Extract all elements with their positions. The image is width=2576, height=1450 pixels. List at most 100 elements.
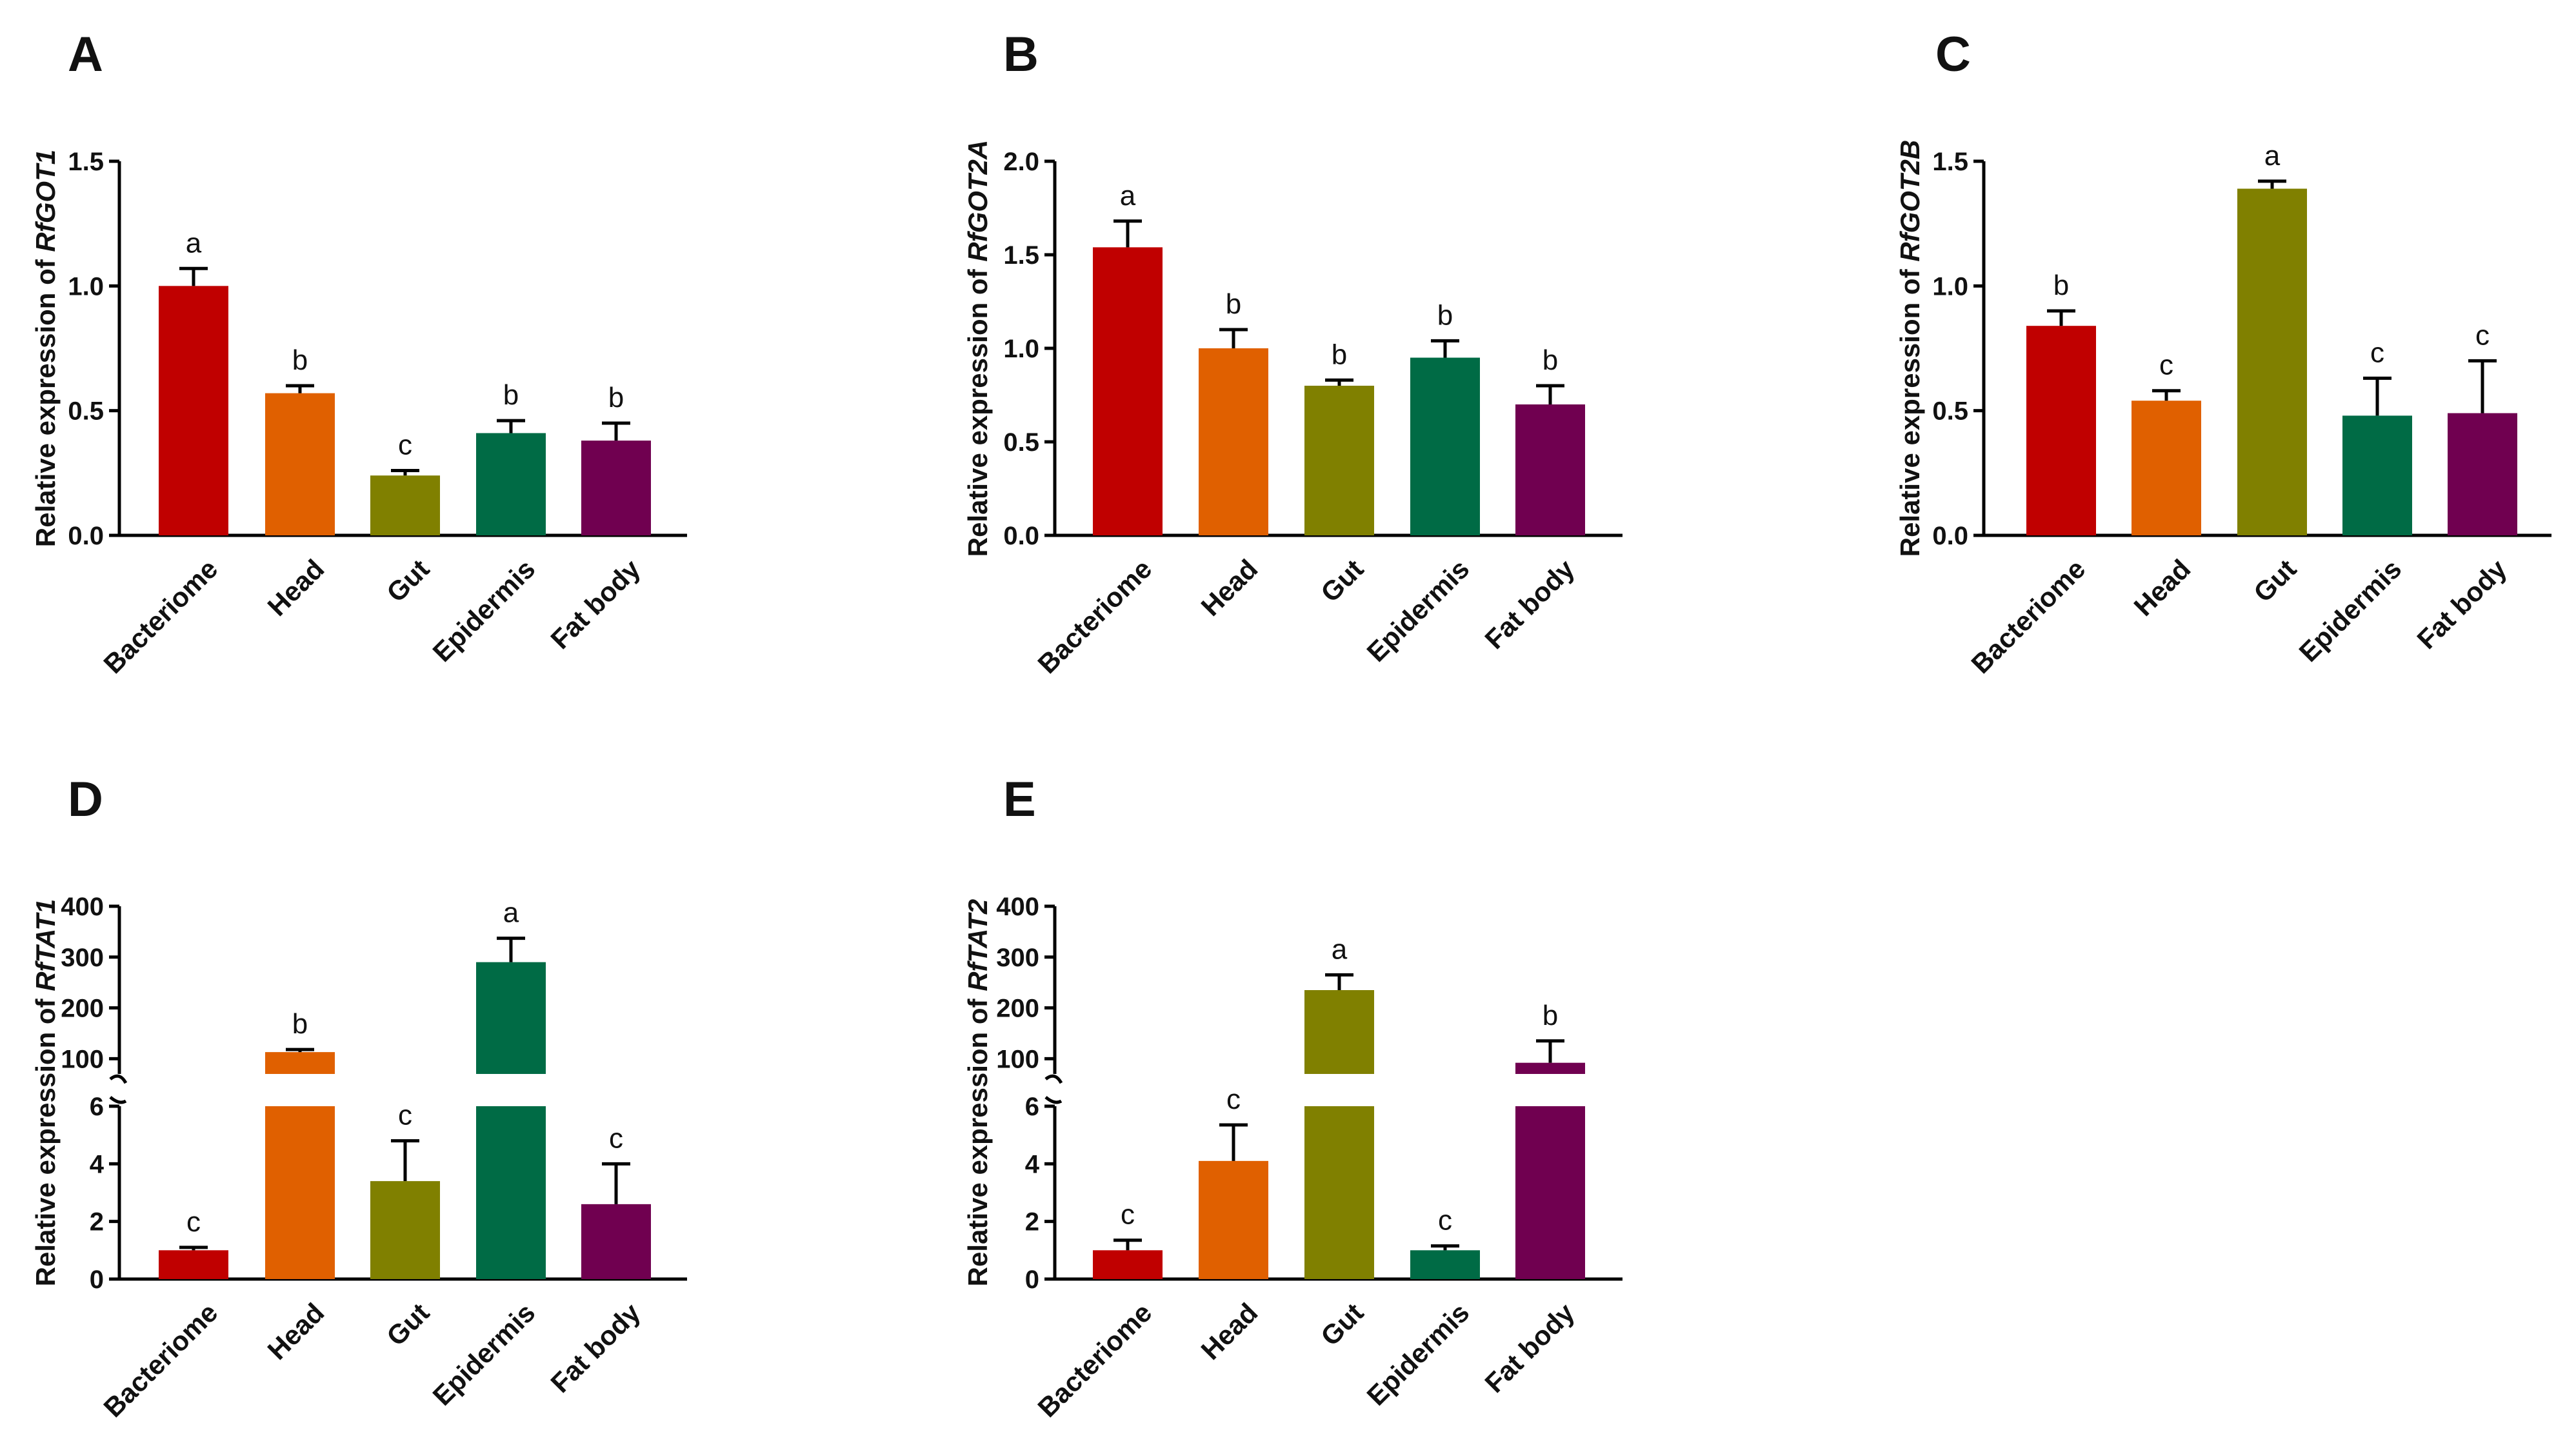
bar-epidermis-upper: [476, 962, 546, 1074]
panel-e: E Relative expression of RfTAT2 Bacteriome…: [963, 772, 1622, 1423]
bar-fat-body: [2448, 413, 2517, 535]
y-tick-label: 100: [996, 1045, 1039, 1073]
panel-letter: E: [1003, 772, 1036, 827]
bar-fat-body-lower: [1515, 1106, 1585, 1279]
y-tick-label: 300: [996, 944, 1039, 972]
bar-epidermis: [476, 433, 546, 535]
significance-letter: b: [503, 379, 519, 411]
y-axis-gene-name: RfGOT2A: [963, 140, 993, 262]
significance-letter: b: [608, 382, 624, 413]
bar-head-lower: [265, 1106, 335, 1279]
x-tick-label: Epidermis: [2293, 553, 2408, 668]
x-tick-label: Gut: [381, 1297, 435, 1351]
y-tick-label: 300: [61, 944, 104, 972]
y-axis-title: Relative expression of RfGOT2B: [1895, 140, 1925, 557]
y-tick-label: 0: [1025, 1266, 1039, 1294]
significance-letter: a: [1120, 180, 1136, 212]
y-tick-label: 6: [1025, 1093, 1039, 1121]
x-tick-label: Fat body: [544, 1297, 646, 1398]
x-tick-label: Gut: [2248, 553, 2302, 608]
x-tick-label: Head: [262, 1297, 330, 1366]
y-tick-label: 2.0: [1003, 148, 1039, 176]
bar-bacteriome: [1093, 1250, 1163, 1279]
panel-letter: C: [1935, 27, 1971, 82]
bar-head: [1199, 348, 1268, 535]
x-tick-label: Fat body: [1479, 553, 1580, 655]
y-tick-label: 1.5: [68, 148, 104, 176]
significance-letter: a: [503, 897, 519, 929]
bar-head: [265, 393, 335, 535]
panel-b: B Relative expression of RfGOT2A Bacteriom…: [963, 27, 1622, 679]
y-tick-label: 200: [996, 995, 1039, 1023]
significance-letter: a: [186, 227, 202, 259]
y-axis-gene-name: RfTAT2: [963, 899, 993, 991]
bar-bacteriome: [159, 286, 228, 535]
x-tick-label: Fat body: [2411, 553, 2512, 655]
y-tick-label: 0.5: [68, 397, 104, 426]
significance-letter: b: [1226, 288, 1241, 320]
x-tick-label: Head: [1195, 553, 1264, 622]
bar-bacteriome: [159, 1250, 228, 1279]
bar-epidermis: [1410, 1250, 1480, 1279]
bar-bacteriome: [1093, 247, 1163, 535]
x-tick-label: Epidermis: [427, 553, 541, 668]
bar-head: [1199, 1160, 1268, 1279]
bar-fat-body: [1515, 404, 1585, 535]
panel-letter: B: [1003, 27, 1039, 82]
bar-epidermis-lower: [476, 1106, 546, 1279]
y-tick-label: 0.5: [1003, 428, 1039, 457]
y-tick-label: 4: [1025, 1150, 1040, 1178]
significance-letter: c: [1226, 1084, 1241, 1115]
y-tick-label: 100: [61, 1045, 104, 1073]
significance-letter: b: [2053, 270, 2069, 301]
y-axis-title-prefix: Relative expression of: [963, 991, 993, 1287]
bar-epidermis: [1410, 357, 1480, 535]
significance-letter: c: [2159, 350, 2173, 381]
x-tick-label: Epidermis: [1361, 1297, 1475, 1411]
y-tick-label: 1.5: [1003, 241, 1039, 270]
y-axis-gene-name: RfTAT1: [30, 899, 61, 991]
panel-c: C Relative expression of RfGOT2B Bacteriom…: [1895, 27, 2551, 679]
x-tick-label: Head: [262, 553, 330, 622]
bar-fat-body-upper: [1515, 1062, 1585, 1074]
x-tick-label: Gut: [1315, 1297, 1369, 1351]
x-tick-label: Bacteriome: [97, 553, 223, 679]
y-axis-title-prefix: Relative expression of: [963, 262, 993, 557]
y-axis-title-prefix: Relative expression of: [1895, 262, 1925, 557]
bar-fat-body: [581, 1204, 651, 1279]
x-tick-label: Gut: [381, 553, 435, 608]
significance-letter: b: [292, 344, 308, 376]
y-axis-title: Relative expression of RfTAT1: [30, 899, 61, 1287]
bar-gut: [2237, 188, 2307, 535]
x-tick-label: Bacteriome: [1032, 1297, 1157, 1423]
significance-letter: c: [186, 1206, 201, 1238]
significance-letter: b: [1543, 344, 1558, 376]
bar-head: [2132, 401, 2201, 535]
significance-letter: b: [1543, 1000, 1558, 1031]
significance-letter: b: [292, 1008, 308, 1040]
y-tick-label: 400: [996, 893, 1039, 921]
panel-letter: A: [68, 27, 103, 82]
x-tick-label: Bacteriome: [1032, 553, 1157, 679]
y-tick-label: 1.0: [68, 272, 104, 301]
bar-gut: [1304, 386, 1374, 535]
y-axis-title-prefix: Relative expression of: [30, 252, 61, 548]
bar-gut: [370, 475, 440, 535]
significance-letter: b: [1437, 299, 1453, 331]
panel-a: A Relative expression of RfGOT1 Bacteriome…: [30, 27, 687, 679]
x-tick-label: Gut: [1315, 553, 1369, 608]
y-tick-label: 0.0: [68, 522, 104, 550]
y-tick-label: 1.5: [1932, 148, 1968, 176]
significance-letter: a: [1332, 933, 1348, 965]
y-tick-label: 4: [90, 1150, 105, 1178]
x-tick-label: Epidermis: [1361, 553, 1475, 668]
y-tick-label: 1.0: [1003, 335, 1039, 363]
axis-break-mark: [109, 1074, 128, 1084]
bar-gut: [370, 1181, 440, 1279]
x-tick-label: Head: [1195, 1297, 1264, 1366]
significance-letter: c: [609, 1122, 623, 1154]
significance-letter: c: [398, 429, 412, 461]
x-tick-label: Epidermis: [427, 1297, 541, 1411]
